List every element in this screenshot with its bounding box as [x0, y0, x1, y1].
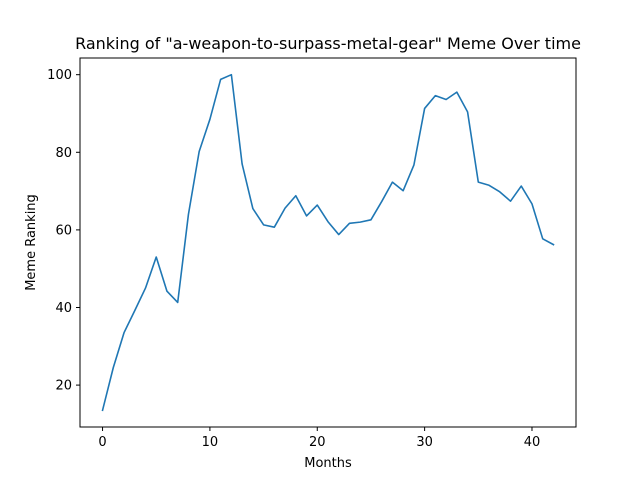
y-tick-label: 60 [55, 223, 72, 238]
y-tick-label: 100 [47, 68, 72, 83]
y-tick-label: 80 [55, 146, 72, 161]
y-tick-label: 40 [55, 301, 72, 316]
series-line [101, 73, 555, 412]
x-tick-label: 30 [416, 435, 433, 450]
y-axis: 20 40 60 80 100 [47, 68, 80, 394]
x-tick-label: 10 [202, 435, 219, 450]
x-tick-label: 40 [524, 435, 541, 450]
plot-area [79, 57, 577, 428]
x-axis: 0 10 20 30 40 [98, 427, 540, 450]
chart-title: Ranking of "a-weapon-to-surpass-metal-ge… [75, 34, 581, 53]
plot-frame [79, 57, 577, 428]
y-tick-label: 20 [55, 379, 72, 394]
x-tick-label: 0 [98, 435, 106, 450]
x-tick-label: 20 [309, 435, 326, 450]
x-axis-label: Months [304, 456, 352, 471]
y-axis-label: Meme Ranking [24, 194, 39, 291]
